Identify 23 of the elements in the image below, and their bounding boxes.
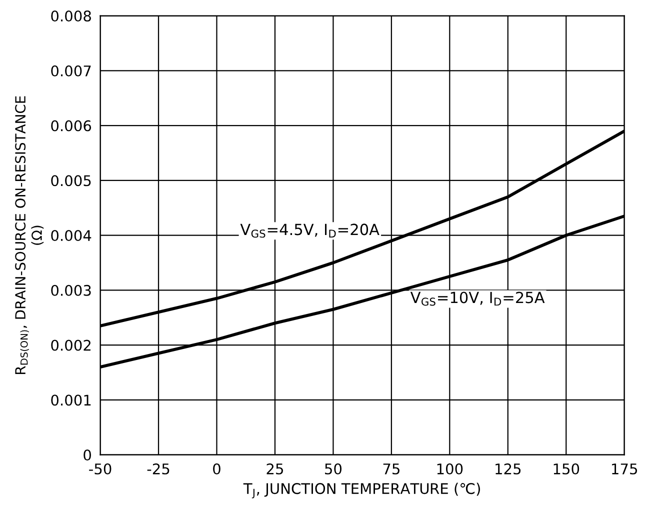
y-tick-label: 0.001	[51, 394, 91, 406]
x-tick-label: 100	[437, 463, 463, 474]
x-tick-label: 125	[496, 463, 521, 474]
x-tick-label: 75	[383, 464, 400, 474]
y-tick-label: 0.005	[51, 175, 91, 186]
y-tick-label: 0.002	[51, 340, 90, 351]
y-tick-label: 0	[84, 450, 91, 461]
x-tick-label: 150	[554, 463, 580, 474]
x-tick-label: 50	[325, 463, 342, 474]
x-tick-label: 0	[213, 463, 220, 474]
x-tick-label: -25	[147, 463, 170, 474]
y-tick-label: 0.004	[51, 230, 92, 242]
y-tick-label: 0.007	[51, 65, 91, 76]
series-label: V$_{GS}$=10V, I$_{D}$=25A	[410, 292, 545, 306]
y-axis-title: R$_{DS(ON)}$, DRAIN-SOURCE ON-RESISTANCE (Ω)	[15, 96, 44, 374]
series-label: V$_{GS}$=4.5V, I$_{D}$=20A	[240, 224, 380, 238]
y-tick-label: 0.003	[51, 284, 91, 296]
x-tick-label: 175	[612, 464, 637, 474]
x-tick-label: -50	[89, 463, 112, 474]
x-axis-title: T$_{J}$, JUNCTION TEMPERATURE (℃)	[243, 482, 480, 498]
x-tick-label: 25	[266, 463, 283, 474]
y-tick-label: 0.008	[51, 10, 91, 22]
y-tick-label: 0.006	[51, 120, 92, 132]
